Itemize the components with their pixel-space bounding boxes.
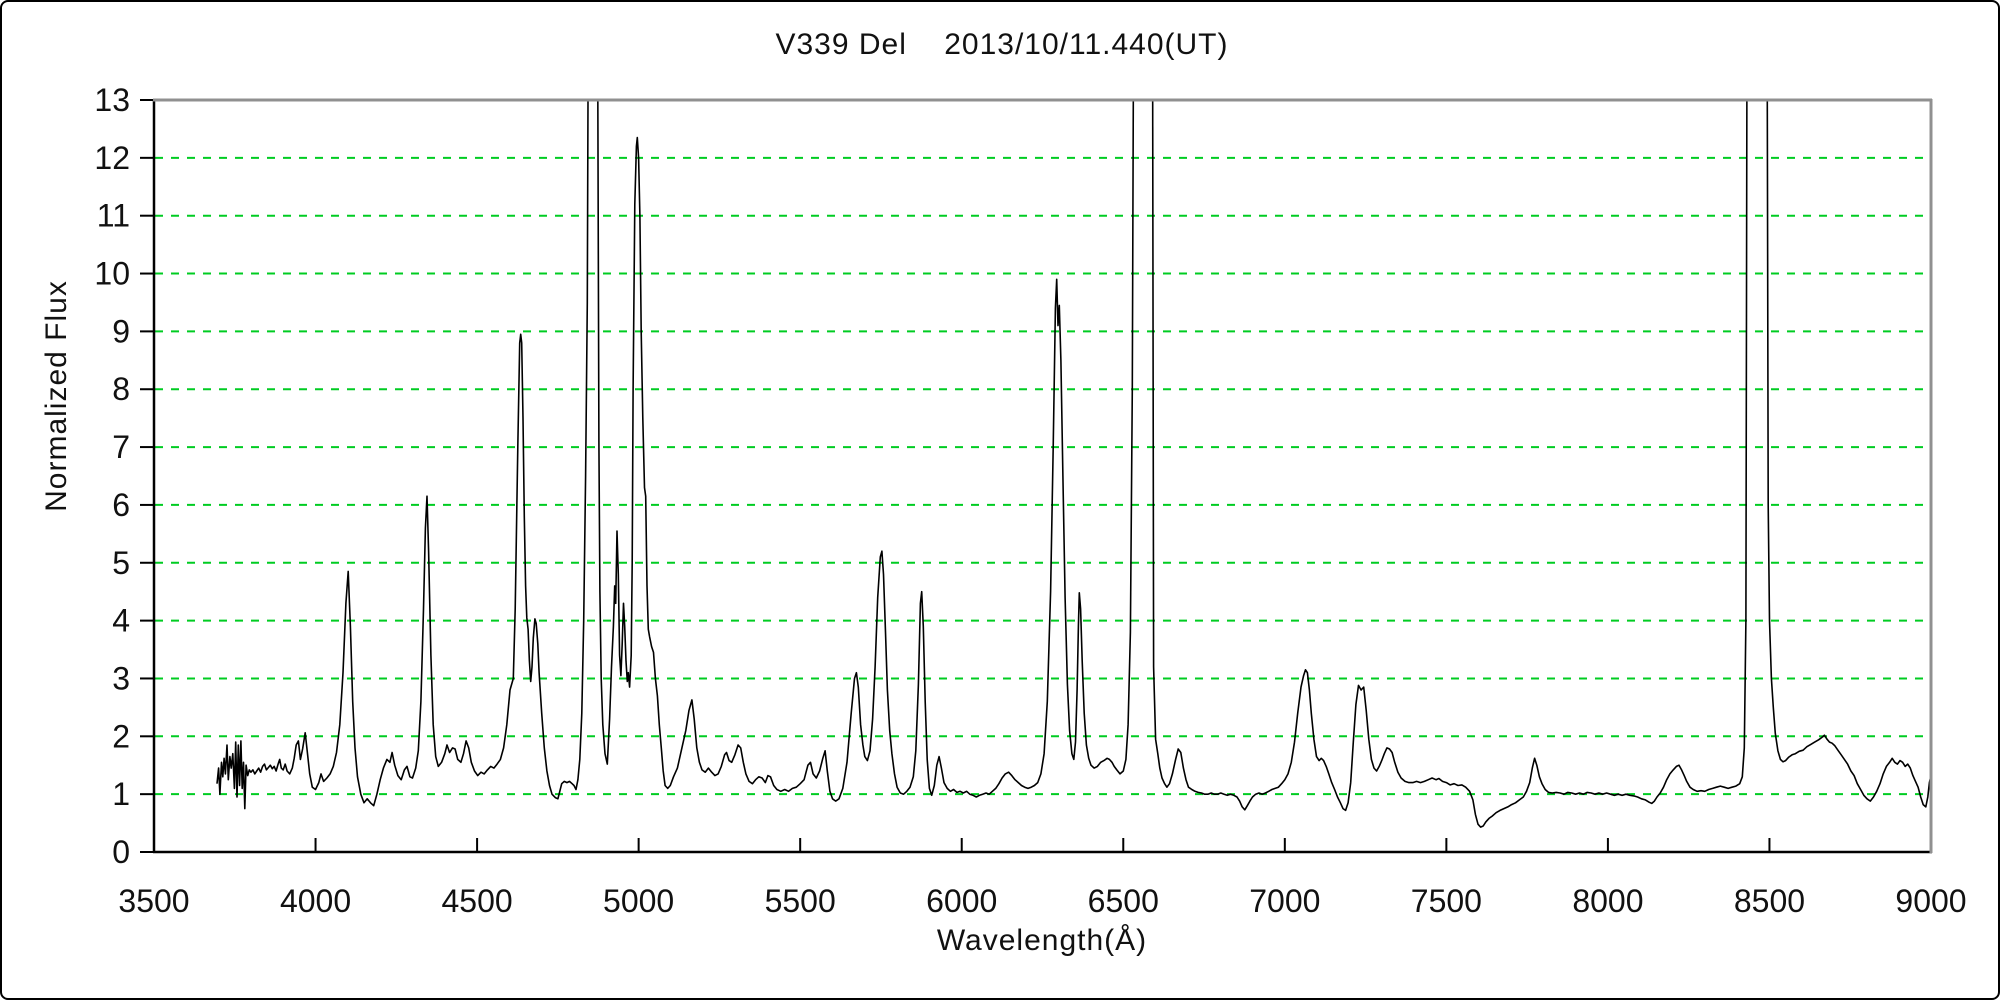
axis-ticks [140, 99, 1771, 853]
x-tick-label: 8500 [1734, 883, 1805, 919]
x-axis-title: Wavelength(Å) [936, 924, 1148, 957]
y-tick-label: 8 [112, 371, 130, 407]
chart-title: V339 Del 2013/10/11.440(UT) [775, 28, 1229, 61]
plot-box [152, 98, 1933, 854]
x-tick-label: 7500 [1411, 883, 1482, 919]
y-tick-label: 7 [112, 429, 130, 465]
x-tick-label: 6500 [1088, 883, 1159, 919]
y-tick-label: 11 [97, 198, 130, 234]
y-tick-label: 12 [94, 140, 130, 176]
y-tick-label: 13 [94, 82, 130, 118]
x-tick-label: 3500 [118, 883, 189, 919]
y-tick-label: 10 [94, 256, 130, 292]
x-tick-label: 4000 [280, 883, 351, 919]
x-tick-label: 5500 [765, 883, 836, 919]
x-tick-label: 4500 [441, 883, 512, 919]
y-tick-label: 5 [112, 545, 130, 581]
x-tick-label: 8000 [1572, 883, 1643, 919]
x-tick-label: 5000 [603, 883, 674, 919]
y-tick-label: 2 [112, 718, 130, 754]
y-tick-label: 3 [112, 660, 130, 696]
y-tick-label: 4 [112, 603, 130, 639]
y-tick-label: 1 [112, 776, 130, 812]
axis-tick-labels: 3500 4000 4500 5000 5500 6000 6500 7000 7500 8000… [94, 82, 1966, 919]
y-tick-label: 0 [112, 834, 130, 870]
y-tick-label: 9 [112, 313, 130, 349]
x-tick-label: 6000 [926, 883, 997, 919]
spectrum-line [216, 100, 1931, 828]
gridlines [155, 156, 1930, 796]
x-tick-label: 9000 [1895, 883, 1966, 919]
x-tick-label: 7000 [1249, 883, 1320, 919]
y-tick-label: 6 [112, 487, 130, 523]
